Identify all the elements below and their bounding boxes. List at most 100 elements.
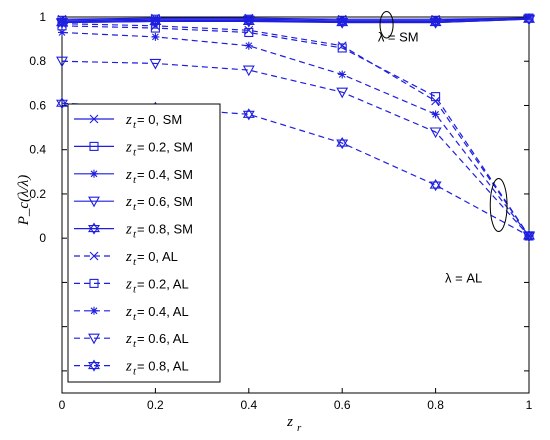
y-tick-label: 1 [39,10,46,24]
legend-symbol: z [125,276,132,292]
legend-label: = 0.4, SM [137,167,193,182]
series-line [61,25,530,237]
legend-symbol: z [125,359,132,375]
series-line [61,18,530,24]
marker-asterisk [525,14,533,23]
marker-asterisk [90,169,98,178]
marker-square [244,27,254,38]
legend-subscript: t [133,256,137,268]
marker-asterisk [151,16,160,25]
legend-subscript: t [133,174,137,186]
y-tick-label: 0.8 [29,54,46,68]
marker-triangle-down [88,333,100,345]
legend-label: = 0, SM [137,112,182,127]
x-tick-label: 0.2 [147,398,164,412]
x-tick-label: 0 [59,398,66,412]
annotation-label: λ = AL [445,270,482,285]
legend-symbol: z [125,194,132,210]
y-tick-label: 0.2 [29,187,46,201]
legend-label: = 0.8, AL [137,359,189,374]
marker-asterisk [338,17,347,26]
legend-subscript: t [133,366,137,378]
legend-symbol: z [125,139,132,155]
marker-star [88,359,100,372]
y-tick-label: 0.6 [29,98,46,112]
marker-asterisk [431,17,440,26]
legend-label: = 0.2, AL [137,276,189,291]
legend-symbol: z [125,112,132,128]
marker-asterisk [338,70,347,79]
y-tick-label: 0.4 [29,143,46,157]
marker-square [89,278,99,288]
series-layer [56,13,535,243]
x-tick-label: 0.8 [427,398,444,412]
marker-square [89,141,99,151]
marker-asterisk [431,110,440,119]
marker-triangle-down [56,56,68,68]
marker-star [88,222,100,235]
legend-symbol: z [125,249,132,265]
annotation-ellipse [379,10,394,39]
series-line [61,31,530,237]
marker-triangle-down [429,127,442,139]
legend-subscript: t [133,283,137,295]
x-tick-label: 0.4 [240,398,257,412]
marker-star [336,16,349,29]
series-line [61,23,530,237]
marker-triangle-down [88,196,100,208]
legend-symbol: z [125,167,132,183]
marker-x [337,41,347,51]
series-8 [58,28,533,240]
marker-star [242,15,255,28]
marker-x [89,251,99,261]
marker-star [523,229,535,243]
marker-square [337,43,347,53]
marker-star [56,97,68,110]
legend-symbol: z [125,331,132,347]
marker-asterisk [151,32,160,41]
legend-label: = 0, AL [137,249,178,264]
marker-square [431,92,441,102]
marker-square [150,23,160,33]
y-axis-label: P_c(λ/λ) [16,175,32,226]
series-line [61,17,530,20]
marker-star [429,179,442,192]
marker-triangle-down [336,87,349,99]
marker-asterisk [244,41,253,50]
marker-triangle-down [149,58,162,70]
legend-subscript: t [133,311,137,323]
legend-subscript: t [133,201,137,213]
series-line [61,60,530,237]
marker-star [242,108,255,121]
marker-star [429,16,442,29]
axis-labels: z rP_c(λ/λ) [16,175,302,434]
marker-asterisk [58,28,66,37]
annotations: λ = SM λ = AL [378,10,508,285]
series-7 [57,21,534,241]
marker-star [523,13,535,26]
legend-label: = 0.6, AL [137,331,189,346]
x-axis-label: z [286,414,293,430]
legend-label: = 0.6, SM [137,194,193,209]
legend-subscript: t [133,229,137,241]
y-tick-label: 0 [39,231,46,245]
x-tick-label: 1 [526,398,533,412]
legend-label: = 0.4, AL [137,304,189,319]
legend-subscript: t [133,338,137,350]
series-line [61,17,530,21]
marker-triangle-down [242,65,255,77]
legend-label: = 0.2, SM [137,139,193,154]
legend-symbol: z [125,222,132,238]
